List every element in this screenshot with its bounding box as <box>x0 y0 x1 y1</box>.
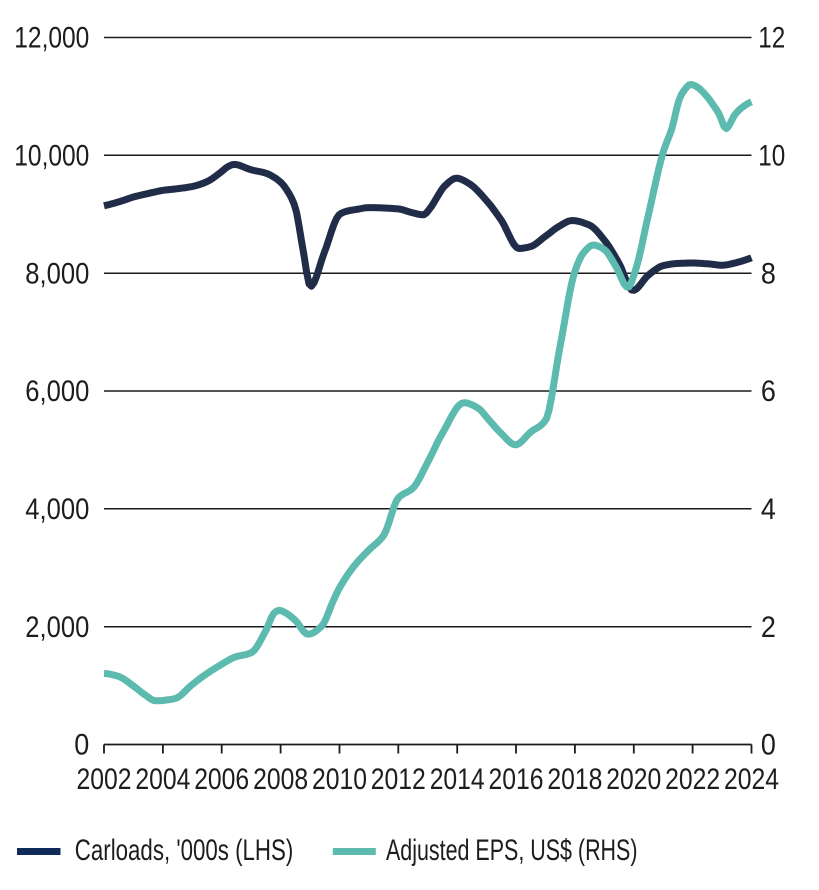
svg-text:2020: 2020 <box>606 763 661 796</box>
svg-text:0: 0 <box>74 729 89 762</box>
svg-text:2002: 2002 <box>77 763 132 796</box>
svg-text:6: 6 <box>761 375 776 408</box>
svg-text:2006: 2006 <box>194 763 249 796</box>
svg-text:8: 8 <box>761 257 776 290</box>
svg-text:10,000: 10,000 <box>14 140 89 173</box>
svg-text:2,000: 2,000 <box>25 611 89 644</box>
svg-text:4: 4 <box>761 493 776 526</box>
svg-text:2016: 2016 <box>489 763 544 796</box>
svg-text:2018: 2018 <box>547 763 602 796</box>
svg-text:10: 10 <box>758 140 785 173</box>
svg-text:2022: 2022 <box>665 763 720 796</box>
svg-text:Adjusted EPS, US$ (RHS): Adjusted EPS, US$ (RHS) <box>386 834 638 867</box>
svg-text:0: 0 <box>761 729 776 762</box>
svg-text:2: 2 <box>761 611 776 644</box>
svg-text:2010: 2010 <box>312 763 367 796</box>
svg-text:2004: 2004 <box>135 763 190 796</box>
svg-text:Carloads, '000s (LHS): Carloads, '000s (LHS) <box>75 834 293 867</box>
svg-text:2024: 2024 <box>724 763 779 796</box>
svg-text:12: 12 <box>758 22 785 55</box>
svg-text:4,000: 4,000 <box>25 493 89 526</box>
svg-text:2014: 2014 <box>430 763 485 796</box>
svg-text:2012: 2012 <box>371 763 426 796</box>
svg-text:6,000: 6,000 <box>25 375 89 408</box>
svg-text:2008: 2008 <box>253 763 308 796</box>
svg-text:12,000: 12,000 <box>14 22 89 55</box>
svg-text:8,000: 8,000 <box>25 257 89 290</box>
